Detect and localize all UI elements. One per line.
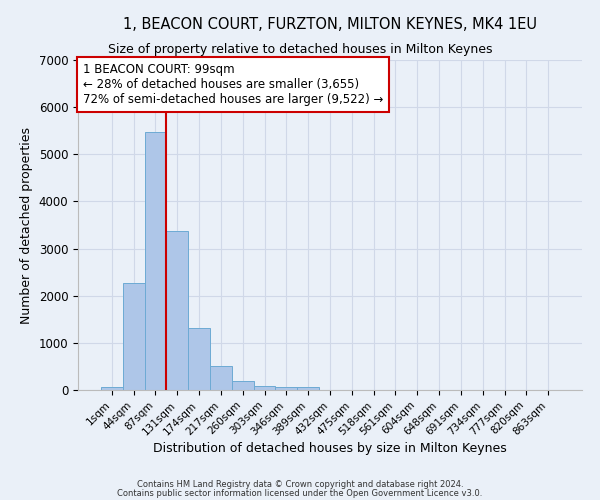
Text: Contains public sector information licensed under the Open Government Licence v3: Contains public sector information licen… — [118, 488, 482, 498]
Text: Size of property relative to detached houses in Milton Keynes: Size of property relative to detached ho… — [108, 42, 492, 56]
Bar — [297, 388, 319, 390]
X-axis label: Distribution of detached houses by size in Milton Keynes: Distribution of detached houses by size … — [153, 442, 507, 455]
Y-axis label: Number of detached properties: Number of detached properties — [20, 126, 33, 324]
Bar — [232, 381, 254, 390]
Bar — [210, 366, 232, 390]
Bar — [275, 388, 297, 390]
Bar — [145, 132, 166, 390]
Bar — [123, 283, 145, 390]
Title: 1, BEACON COURT, FURZTON, MILTON KEYNES, MK4 1EU: 1, BEACON COURT, FURZTON, MILTON KEYNES,… — [123, 18, 537, 32]
Text: Contains HM Land Registry data © Crown copyright and database right 2024.: Contains HM Land Registry data © Crown c… — [137, 480, 463, 489]
Text: 1 BEACON COURT: 99sqm
← 28% of detached houses are smaller (3,655)
72% of semi-d: 1 BEACON COURT: 99sqm ← 28% of detached … — [83, 64, 383, 106]
Bar — [254, 386, 275, 390]
Bar — [101, 386, 123, 390]
Bar — [166, 231, 188, 390]
Bar — [188, 328, 210, 390]
